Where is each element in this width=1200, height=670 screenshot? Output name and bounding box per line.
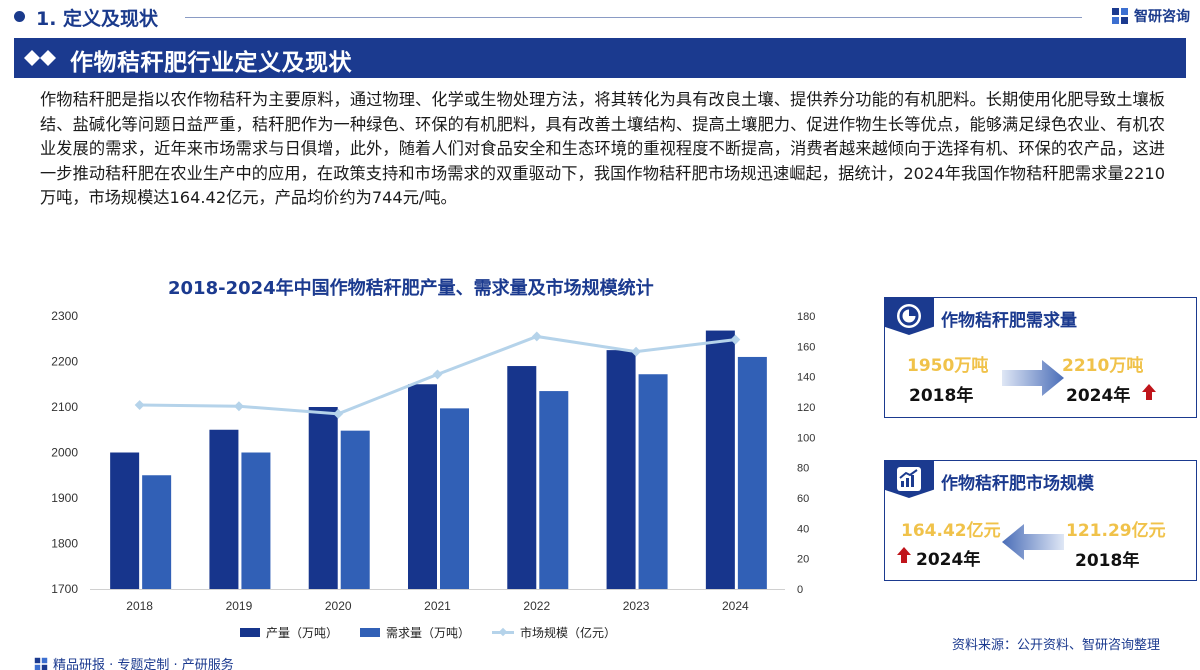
y-left-tick-label: 2200	[51, 355, 78, 369]
x-tick-label: 2024	[722, 599, 749, 613]
y-right-tick-label: 0	[797, 584, 803, 596]
point-market-size	[730, 334, 741, 345]
bar-production	[606, 350, 636, 589]
diamond-icon	[24, 50, 56, 66]
x-tick-label: 2019	[226, 599, 253, 613]
pie-chart-icon	[897, 304, 921, 328]
y-right-tick-label: 40	[797, 523, 809, 535]
point-market-size	[531, 331, 542, 342]
bullet-dot-icon	[14, 11, 25, 22]
brand-logo-icon	[1112, 8, 1128, 24]
y-right-tick-label: 120	[797, 402, 815, 414]
point-market-size	[233, 401, 244, 412]
up-arrow-icon	[1142, 384, 1156, 400]
demand-card-title: 作物秸秆肥需求量	[941, 311, 1077, 331]
combo-chart: 1700 1800 1900 2000 2100 2200 2300 0 20 40 60 80 100…	[51, 309, 815, 613]
y-right-tick-label: 180	[797, 311, 815, 323]
bar-production	[308, 407, 338, 589]
chart-legend: 产量（万吨） 需求量（万吨） 市场规模（亿元）	[240, 624, 616, 641]
y-right-tick-label: 60	[797, 493, 809, 505]
point-market-size	[333, 408, 344, 419]
arrow-left-icon	[1002, 524, 1064, 560]
legend-swatch-market	[492, 631, 515, 634]
footer: 资料来源：公开资料、智研咨询整理 精品研报 · 专题定制 · 产研服务	[0, 638, 1200, 670]
y-left-tick-label: 2100	[51, 400, 78, 414]
y-left-tick-label: 1900	[51, 491, 78, 505]
bar-production	[507, 366, 537, 589]
title-banner: 作物秸秆肥行业定义及现状	[14, 38, 1186, 78]
legend-item-market: 市场规模（亿元）	[492, 624, 616, 641]
banner-title: 作物秸秆肥行业定义及现状	[70, 50, 352, 76]
section-title: 1. 定义及现状	[36, 8, 159, 30]
market-new-year: 2024年	[916, 550, 981, 570]
y-left-tick-label: 1800	[51, 537, 78, 551]
point-market-size	[631, 346, 642, 357]
y-left-tick-label: 2000	[51, 446, 78, 460]
brand-logo-icon	[34, 657, 48, 670]
market-old-year: 2018年	[1075, 551, 1140, 571]
y-left-tick-label: 2300	[51, 309, 78, 323]
description-paragraph: 作物秸秆肥是指以农作物秸秆为主要原料，通过物理、化学或生物处理方法，将其转化为具…	[40, 90, 1165, 208]
point-market-size	[134, 400, 145, 410]
x-tick-label: 2020	[325, 599, 352, 613]
bar-production	[408, 384, 437, 589]
footer-services: 精品研报 · 专题定制 · 产研服务	[34, 654, 234, 670]
bar-production	[209, 429, 239, 589]
bar-demand	[241, 452, 271, 589]
y-right-tick-label: 140	[797, 372, 815, 384]
market-card: 作物秸秆肥市场规模 164.42亿元 2024年 121.29亿元 2018年	[884, 460, 1197, 581]
bar-production	[110, 452, 140, 589]
point-market-size	[432, 369, 443, 380]
x-tick-label: 2021	[424, 599, 451, 613]
footer-services-text: 精品研报 · 专题定制 · 产研服务	[53, 658, 234, 670]
demand-card: 作物秸秆肥需求量 1950万吨 2018年 2210万吨 2024年	[884, 297, 1197, 418]
legend-label-demand: 需求量（万吨）	[386, 626, 471, 640]
bar-demand	[737, 356, 767, 589]
y-left-tick-label: 1700	[51, 582, 78, 596]
data-source: 资料来源：公开资料、智研咨询整理	[951, 638, 1160, 653]
market-new-value: 164.42亿元	[901, 521, 1001, 541]
brand: 智研咨询	[1111, 6, 1190, 26]
chart-title: 2018-2024年中国作物秸秆肥产量、需求量及市场规模统计	[168, 278, 654, 299]
y-right-tick-label: 100	[797, 432, 815, 444]
legend-swatch-demand	[360, 628, 381, 637]
legend-item-production: 产量（万吨）	[240, 624, 338, 641]
bar-demand	[340, 430, 370, 589]
demand-to-year: 2024年	[1066, 386, 1131, 406]
demand-from-value: 1950万吨	[907, 356, 989, 376]
y-right-tick-label: 80	[797, 463, 809, 475]
bar-demand	[142, 475, 172, 589]
y-right-tick-label: 160	[797, 341, 815, 353]
growth-chart-icon	[897, 467, 921, 491]
x-tick-label: 2022	[523, 599, 550, 613]
x-tick-label: 2023	[623, 599, 650, 613]
legend-label-market: 市场规模（亿元）	[520, 626, 617, 640]
bar-demand	[638, 374, 668, 589]
legend-swatch-production	[240, 628, 260, 637]
market-card-title: 作物秸秆肥市场规模	[941, 474, 1094, 494]
arrow-right-icon	[1002, 360, 1064, 396]
divider	[185, 17, 1082, 18]
market-old-value: 121.29亿元	[1066, 521, 1166, 541]
demand-to-value: 2210万吨	[1062, 356, 1144, 376]
legend-item-demand: 需求量（万吨）	[360, 624, 470, 641]
x-tick-label: 2018	[126, 599, 153, 613]
top-bar: 1. 定义及现状 智研咨询	[0, 0, 1200, 34]
bar-demand	[440, 408, 469, 589]
brand-name: 智研咨询	[1134, 9, 1190, 25]
demand-from-year: 2018年	[909, 386, 974, 406]
up-arrow-icon	[897, 547, 911, 563]
y-right-tick-label: 20	[797, 554, 809, 566]
legend-label-production: 产量（万吨）	[266, 626, 339, 640]
bar-production	[705, 330, 735, 589]
bar-demand	[539, 391, 569, 589]
